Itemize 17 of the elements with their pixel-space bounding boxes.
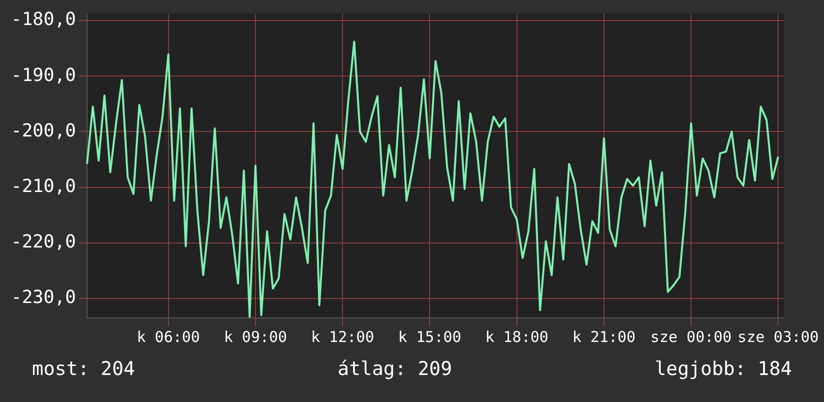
- x-tick-label: k 18:00: [485, 328, 548, 346]
- x-tick-label: k 12:00: [310, 328, 374, 346]
- x-tick-label: k 21:00: [572, 328, 636, 346]
- x-tick-label: sze 00:00: [650, 328, 732, 346]
- y-tick-label: -180,0: [10, 9, 76, 30]
- x-tick-label: k 15:00: [398, 328, 462, 346]
- text: most: 204: [32, 358, 135, 380]
- text: átlag: 209: [338, 358, 452, 380]
- y-tick-label: -190,0: [10, 64, 76, 86]
- y-tick-label: -220,0: [10, 232, 76, 253]
- x-tick-label: k 06:00: [136, 328, 200, 346]
- x-tick-label: k 09:00: [224, 328, 288, 346]
- x-tick-label: sze 03:00: [738, 328, 819, 346]
- text: legjobb: 184: [654, 358, 792, 380]
- y-tick-label: -200,0: [10, 120, 76, 142]
- y-tick-label: -210,0: [10, 176, 76, 197]
- y-tick-label: -230,0: [10, 287, 76, 308]
